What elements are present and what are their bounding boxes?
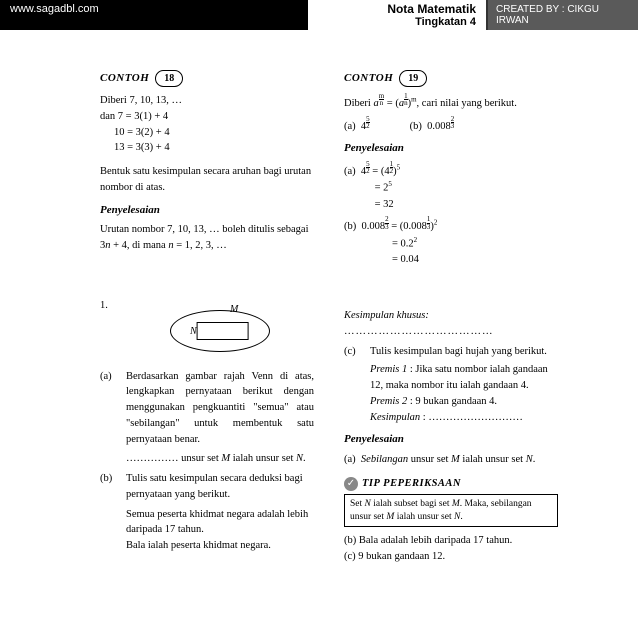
title-line-1: Nota Matematik	[318, 2, 476, 16]
check-icon: ✓	[344, 477, 358, 491]
question-c: (c) Tulis kesimpulan bagi hujah yang ber…	[344, 344, 558, 426]
q1a-text: Berdasarkan gambar rajah Venn di atas, l…	[126, 371, 314, 445]
venn-label-n: N	[190, 324, 197, 339]
tip-box: Set N ialah subset bagi set M. Maka, seb…	[344, 494, 558, 527]
q1b-premise-2: Bala ialah peserta khidmat negara.	[126, 538, 314, 554]
contoh-19-header: CONTOH 19	[344, 70, 558, 87]
penyelesaian-heading: Penyelesaian	[344, 140, 558, 157]
venn-set-n	[197, 322, 249, 340]
kesimpulan-khusus-title: Kesimpulan khusus:	[344, 308, 558, 324]
penyelesaian-heading-2: Penyelesaian	[344, 431, 558, 448]
subquestions-row: (a) 452 (b) 0.00823	[344, 116, 558, 135]
question-text: Bentuk satu kesimpulan secara aruhan bag…	[100, 164, 314, 196]
q1b-text: Tulis satu kesimpulan secara deduksi bag…	[126, 473, 303, 500]
given-text-1: Diberi 7, 10, 13, …	[100, 93, 314, 109]
penyelesaian-heading: Penyelesaian	[100, 202, 314, 219]
question-1a: (a) Berdasarkan gambar rajah Venn di ata…	[100, 369, 314, 468]
contoh-number: 19	[399, 70, 427, 87]
header-credit: CREATED BY : CIKGU IRWAN	[488, 0, 638, 30]
solution-a-2: = 25	[344, 179, 558, 196]
q1a-label: (a)	[100, 369, 120, 468]
given-text-2: dan 7 = 3(1) + 4	[100, 109, 314, 125]
q1b-premise-1: Semua peserta khidmat negara adalah lebi…	[126, 507, 314, 539]
given-text: Diberi amn = (a1n)m, cari nilai yang ber…	[344, 93, 558, 112]
question-1b: (b) Tulis satu kesimpulan secara deduksi…	[100, 471, 314, 554]
contoh-label: CONTOH	[344, 70, 393, 87]
solution-b-3: = 0.04	[344, 252, 558, 268]
page-header: www.sagadbl.com Nota Matematik Tingkatan…	[0, 0, 638, 30]
answer-c: (c) 9 bukan gandaan 12.	[344, 549, 558, 565]
venn-label-m: M	[230, 302, 238, 317]
solution-a-3: = 32	[344, 197, 558, 213]
question-1: 1. M N	[100, 298, 314, 365]
premis-1: Premis 1 : Jika satu nombor ialah gandaa…	[370, 362, 558, 394]
qc-text: Tulis kesimpulan bagi hujah yang berikut…	[370, 346, 547, 357]
qc-label: (c)	[344, 344, 364, 426]
tip-header: ✓ TIP PEPERIKSAAN	[344, 476, 558, 492]
header-url: www.sagadbl.com	[0, 0, 308, 30]
solution-b-2: = 0.22	[344, 235, 558, 252]
qb: (b) 0.00823	[410, 116, 455, 135]
given-text-3: 10 = 3(2) + 4	[100, 125, 314, 141]
given-text-4: 13 = 3(3) + 4	[100, 140, 314, 156]
q1-number: 1.	[100, 298, 120, 365]
answer-b: (b) Bala adalah lebih daripada 17 tahun.	[344, 533, 558, 549]
right-column: CONTOH 19 Diberi amn = (a1n)m, cari nila…	[344, 70, 558, 565]
solution-a-1: (a) 452 = (412)5	[344, 161, 558, 180]
premis-2: Premis 2 : 9 bukan gandaan 4.	[370, 394, 558, 410]
qa: (a) 452	[344, 116, 370, 135]
solution-b-1: (b) 0.00823 = (0.00813)2	[344, 216, 558, 235]
answer-text: Urutan nombor 7, 10, 13, … boleh ditulis…	[100, 222, 314, 254]
contoh-number: 18	[155, 70, 183, 87]
q1a-blank: …………… unsur set M ialah unsur set N.	[126, 451, 314, 467]
left-column: CONTOH 18 Diberi 7, 10, 13, … dan 7 = 3(…	[100, 70, 314, 565]
venn-diagram: M N	[126, 302, 314, 357]
q1b-label: (b)	[100, 471, 120, 554]
answer-a: (a) Sebilangan unsur set M ialah unsur s…	[344, 452, 558, 468]
header-title: Nota Matematik Tingkatan 4	[308, 0, 488, 30]
title-line-2: Tingkatan 4	[318, 16, 476, 28]
page-content: CONTOH 18 Diberi 7, 10, 13, … dan 7 = 3(…	[0, 30, 638, 575]
contoh-18-header: CONTOH 18	[100, 70, 314, 87]
kesimpulan-khusus-blank: …………………………………	[344, 324, 558, 340]
tip-label: TIP PEPERIKSAAN	[362, 476, 461, 492]
contoh-label: CONTOH	[100, 70, 149, 87]
kesimpulan-blank: Kesimpulan : ………………………	[370, 410, 558, 426]
